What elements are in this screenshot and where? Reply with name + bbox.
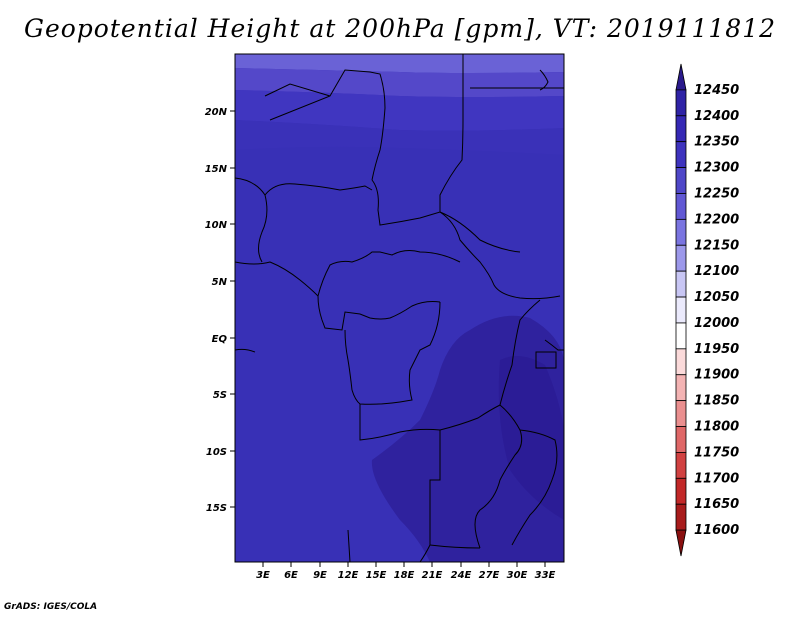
lat-label-EQ: EQ: [212, 334, 228, 345]
colorbar-segment: [675, 193, 687, 220]
lat-label-5S: 5S: [213, 390, 227, 401]
colorbar-label: 11700: [694, 471, 739, 486]
lat-label-10N: 10N: [205, 220, 228, 231]
page-title: Geopotential Height at 200hPa [gpm], VT:…: [23, 14, 777, 43]
colorbar-segment: [675, 115, 687, 143]
lon-label-15E: 15E: [366, 570, 387, 581]
colorbar-segment: [675, 374, 687, 402]
lat-label-5N: 5N: [212, 277, 228, 288]
map-frame: [234, 53, 565, 563]
lon-label-12E: 12E: [338, 570, 359, 581]
colorbar-label: 12300: [694, 161, 739, 176]
contour-band-12350: [235, 90, 564, 131]
lat-label-20N: 20N: [205, 107, 228, 118]
colorbar-label: 11900: [694, 368, 739, 383]
lat-axis: 20N 15N 10N 5N EQ 5S 10S 15S: [205, 107, 235, 514]
colorbar-segment: [675, 477, 687, 505]
lon-label-30E: 30E: [507, 570, 528, 581]
colorbar-label: 12100: [694, 264, 739, 279]
colorbar-segment: [675, 89, 687, 117]
colorbar-segment: [675, 167, 687, 194]
footer-credit: GrADS: IGES/COLA: [4, 602, 98, 612]
colorbar-label: 11650: [694, 497, 739, 512]
colorbar-arrow-top: [675, 63, 687, 91]
lon-label-3E: 3E: [256, 570, 270, 581]
colorbar-label: 11600: [694, 523, 739, 538]
lon-label-9E: 9E: [313, 570, 327, 581]
colorbar-label: 12250: [694, 186, 739, 201]
colorbar-label: 12400: [694, 109, 739, 124]
colorbar-label: 11800: [694, 420, 739, 435]
colorbar-label: 11950: [694, 342, 739, 357]
colorbar-segment: [675, 244, 687, 272]
country-borders: [235, 54, 564, 562]
lon-label-21E: 21E: [422, 570, 443, 581]
colorbar-segment: [675, 348, 687, 376]
colorbar-segment: [675, 452, 687, 479]
colorbar-segment: [675, 400, 687, 427]
lon-axis: 3E 6E 9E 12E 15E 18E 21E 24E 27E 30E 33E: [256, 562, 556, 581]
colorbar-label: 12450: [694, 83, 739, 98]
lon-label-6E: 6E: [284, 570, 298, 581]
lat-label-15N: 15N: [205, 164, 228, 175]
height-field: [235, 54, 564, 562]
colorbar-label: 12150: [694, 238, 739, 253]
colorbar-segment: [675, 503, 687, 531]
lon-label-24E: 24E: [451, 570, 472, 581]
colorbar-segment: [675, 296, 687, 324]
colorbar-label: 11850: [694, 394, 739, 409]
lat-label-10S: 10S: [206, 447, 227, 458]
lon-label-18E: 18E: [394, 570, 415, 581]
colorbar-label: 11750: [694, 445, 739, 460]
colorbar-label: 12050: [694, 290, 739, 305]
contour-band-12450-core: [498, 356, 564, 520]
colorbar-segment: [675, 322, 687, 350]
colorbar-segment: [675, 270, 687, 298]
contour-band-12400a: [235, 120, 564, 155]
colorbar: 12450 12400 12350 12300 12250 12200 12150 12100…: [675, 63, 739, 557]
colorbar-segment: [675, 426, 687, 453]
contour-band-12300: [235, 68, 564, 97]
colorbar-label: 12000: [694, 316, 739, 331]
colorbar-label: 12200: [694, 212, 739, 227]
colorbar-arrow-bottom: [675, 529, 687, 557]
colorbar-label: 12350: [694, 135, 739, 150]
lon-label-33E: 33E: [535, 570, 556, 581]
colorbar-segment: [675, 141, 687, 168]
lon-label-27E: 27E: [479, 570, 500, 581]
colorbar-segment: [675, 218, 687, 246]
contour-band-12250: [235, 54, 564, 73]
lat-label-15S: 15S: [206, 503, 227, 514]
